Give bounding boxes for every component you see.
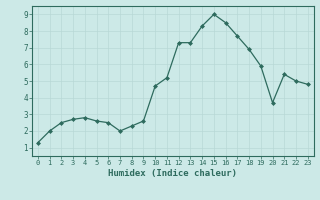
X-axis label: Humidex (Indice chaleur): Humidex (Indice chaleur) — [108, 169, 237, 178]
